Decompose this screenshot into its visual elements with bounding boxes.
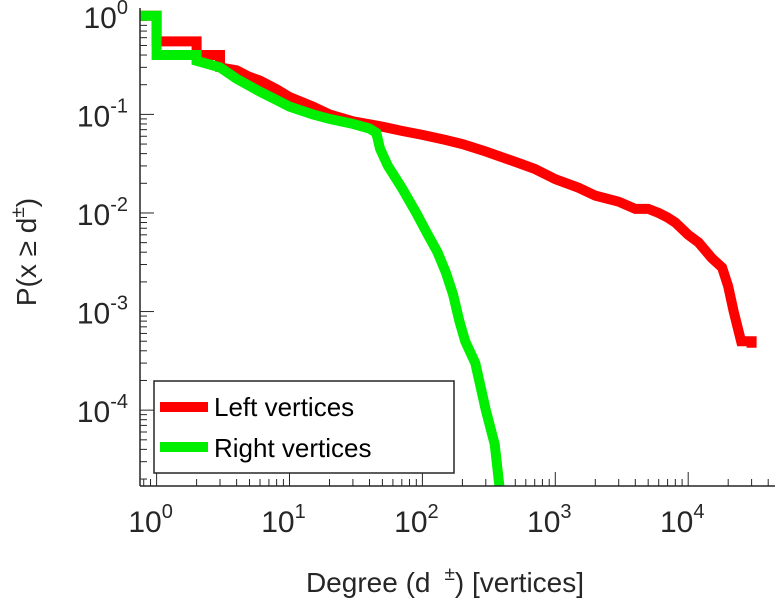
x-tick-label: 102: [394, 501, 439, 539]
legend-box: [153, 380, 455, 474]
x-tick-label: 103: [527, 501, 572, 539]
legend: Left vertices Right vertices: [153, 380, 455, 474]
series-line-right: [140, 10, 505, 487]
axis-ticks: [140, 15, 769, 486]
legend-label-left: Left vertices: [214, 392, 354, 422]
y-tick-label: 10-2: [77, 194, 128, 232]
y-tick-label: 100: [84, 0, 129, 35]
y-tick-label: 10-4: [77, 391, 128, 429]
x-tick-label: 100: [128, 501, 173, 539]
x-tick-label: 101: [261, 501, 306, 539]
legend-label-right: Right vertices: [214, 433, 372, 463]
tick-labels: 100 101 102 103 104 100 10-1 10-2 10-3 10-4: [77, 0, 705, 539]
x-axis-label: Degree (d ±) [vertices]: [306, 564, 584, 598]
y-tick-label: 10-3: [77, 293, 128, 331]
y-tick-label: 10-1: [77, 95, 128, 133]
series-lines: [140, 10, 757, 487]
series-line-left: [140, 10, 757, 348]
x-tick-label: 104: [660, 501, 705, 539]
y-axis-label: P(x ≥ d±): [8, 198, 42, 306]
